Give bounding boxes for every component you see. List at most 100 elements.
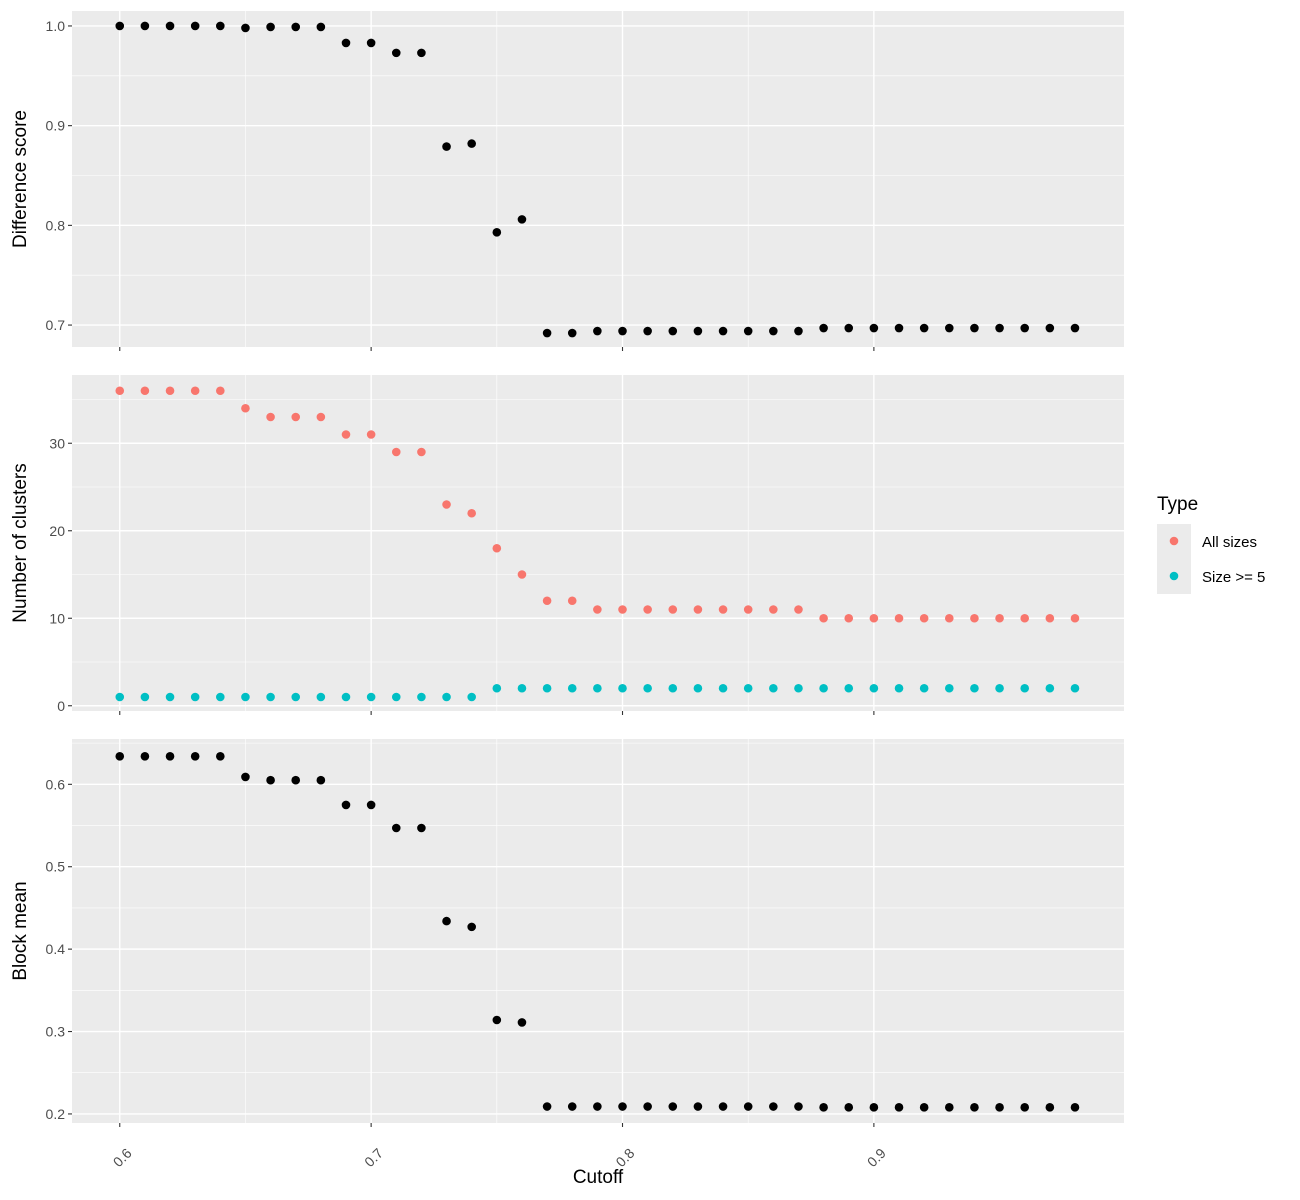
data-point bbox=[894, 1103, 904, 1112]
data-point bbox=[467, 508, 476, 518]
data-point bbox=[316, 775, 326, 785]
data-point bbox=[492, 683, 502, 693]
data-point bbox=[115, 21, 125, 31]
data-point bbox=[794, 1102, 803, 1111]
data-point bbox=[542, 596, 552, 606]
data-point bbox=[970, 613, 979, 623]
data-point bbox=[1070, 683, 1080, 693]
data-point bbox=[316, 692, 326, 702]
x-tick-label: 0.9 bbox=[864, 1145, 889, 1170]
y-tick-label: 0.3 bbox=[46, 1024, 66, 1040]
data-point bbox=[593, 326, 602, 336]
y-tick-label: 1.0 bbox=[46, 18, 66, 34]
data-point bbox=[442, 916, 451, 926]
data-point bbox=[794, 326, 803, 336]
facet-panel-2: 30 20 10 0 Number of clusters bbox=[10, 375, 1124, 715]
data-point bbox=[995, 1103, 1004, 1112]
data-point bbox=[316, 412, 326, 422]
data-point bbox=[1020, 683, 1030, 693]
data-point bbox=[819, 683, 828, 693]
data-point bbox=[1045, 323, 1055, 333]
legend-title: Type bbox=[1157, 494, 1198, 515]
data-point bbox=[944, 683, 954, 693]
data-point bbox=[391, 48, 401, 58]
legend-label: All sizes bbox=[1202, 534, 1257, 551]
y-tick-label: 0.5 bbox=[46, 859, 66, 875]
data-point bbox=[643, 683, 652, 693]
data-point bbox=[417, 692, 426, 702]
data-point bbox=[366, 430, 376, 439]
y-axis-title: Difference score bbox=[10, 110, 31, 248]
data-point bbox=[643, 1102, 652, 1111]
data-point bbox=[769, 683, 778, 693]
data-point bbox=[995, 683, 1004, 693]
data-point bbox=[869, 323, 879, 333]
data-point bbox=[165, 752, 175, 761]
legend-key-background bbox=[1157, 524, 1191, 594]
legend-key bbox=[1169, 571, 1179, 581]
data-point bbox=[567, 1102, 577, 1111]
data-point bbox=[165, 692, 175, 702]
data-point bbox=[693, 605, 703, 614]
data-point bbox=[1070, 323, 1080, 333]
data-point bbox=[919, 683, 929, 693]
data-point bbox=[794, 605, 803, 614]
data-point bbox=[366, 800, 376, 810]
data-point bbox=[165, 386, 175, 396]
y-tick-label: 0.9 bbox=[46, 118, 66, 134]
data-point bbox=[115, 692, 125, 702]
facet-panel-1: 1.0 0.9 0.8 0.7 Difference score bbox=[10, 11, 1124, 351]
data-point bbox=[894, 613, 904, 623]
data-point bbox=[718, 326, 728, 336]
data-point bbox=[668, 605, 678, 614]
y-tick-label: 0 bbox=[57, 698, 65, 714]
data-point bbox=[718, 683, 728, 693]
data-point bbox=[266, 692, 275, 702]
data-point bbox=[593, 605, 602, 614]
data-point bbox=[391, 823, 401, 833]
data-point bbox=[919, 1103, 929, 1112]
data-point bbox=[417, 823, 426, 833]
data-point bbox=[1070, 613, 1080, 623]
data-point bbox=[819, 613, 828, 623]
data-point bbox=[241, 23, 250, 33]
data-point bbox=[794, 683, 803, 693]
x-axis-title: Cutoff bbox=[573, 1167, 624, 1188]
data-point bbox=[769, 1102, 778, 1111]
legend: Type All sizes Size >= 5 bbox=[1157, 494, 1265, 594]
data-point bbox=[417, 447, 426, 457]
data-point bbox=[216, 21, 225, 31]
data-point bbox=[693, 1102, 703, 1111]
data-point bbox=[894, 683, 904, 693]
data-point bbox=[618, 683, 627, 693]
data-point bbox=[266, 775, 275, 785]
data-point bbox=[190, 752, 200, 761]
data-point bbox=[492, 228, 502, 237]
legend-label: Size >= 5 bbox=[1202, 569, 1265, 586]
data-point bbox=[341, 430, 351, 439]
data-point bbox=[165, 21, 175, 31]
data-point bbox=[844, 323, 854, 333]
data-point bbox=[115, 752, 125, 761]
data-point bbox=[618, 326, 627, 336]
facet-panel-3: 0.6 0.5 0.4 0.3 0.2 Block mean bbox=[10, 739, 1124, 1127]
y-tick-label: 0.4 bbox=[46, 941, 66, 957]
data-point bbox=[190, 692, 200, 702]
data-point bbox=[944, 613, 954, 623]
data-point bbox=[542, 328, 552, 338]
x-tick-label: 0.6 bbox=[110, 1145, 135, 1170]
data-point bbox=[341, 38, 351, 48]
data-point bbox=[743, 683, 753, 693]
data-point bbox=[593, 1102, 602, 1111]
data-point bbox=[819, 323, 828, 333]
data-point bbox=[542, 683, 552, 693]
data-point bbox=[769, 605, 778, 614]
data-point bbox=[391, 447, 401, 457]
data-point bbox=[894, 323, 904, 333]
data-point bbox=[517, 215, 527, 224]
data-point bbox=[1020, 1103, 1030, 1112]
data-point bbox=[291, 412, 301, 422]
data-point bbox=[743, 605, 753, 614]
data-point bbox=[668, 683, 678, 693]
data-point bbox=[844, 613, 854, 623]
